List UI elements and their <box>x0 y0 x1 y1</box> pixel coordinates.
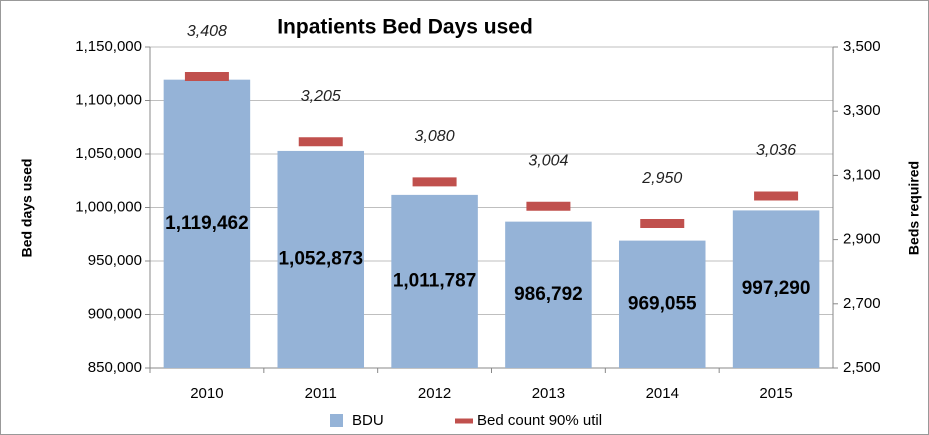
legend-label: BDU <box>352 412 384 429</box>
y-tick-label: 950,000 <box>88 252 142 269</box>
y-tick-label: 1,100,000 <box>75 91 142 108</box>
bar <box>505 221 592 368</box>
x-tick-label: 2015 <box>759 385 792 402</box>
bar-value-label: 1,052,873 <box>278 248 363 269</box>
bar <box>618 240 706 368</box>
x-tick-label: 2012 <box>418 385 451 402</box>
bar-value-label: 997,290 <box>742 278 811 299</box>
bar <box>732 210 820 368</box>
x-tick-label: 2010 <box>190 385 223 402</box>
legend-marker <box>330 414 343 427</box>
y2-tick-label: 3,100 <box>843 166 881 183</box>
marker-value-label: 2,950 <box>641 170 682 187</box>
x-tick-label: 2014 <box>646 385 679 402</box>
x-tick-label: 2013 <box>532 385 565 402</box>
y-tick-label: 900,000 <box>88 305 142 322</box>
y2-tick-label: 3,300 <box>843 102 881 119</box>
y-tick-label: 1,150,000 <box>75 38 142 55</box>
bar <box>163 79 251 368</box>
marker-value-label: 3,080 <box>415 128 455 145</box>
chart-title: Inpatients Bed Days used <box>277 16 533 39</box>
marker-value-label: 3,036 <box>756 142 796 159</box>
bar-value-label: 1,119,462 <box>165 213 248 234</box>
y-tick-label: 850,000 <box>88 359 142 376</box>
y-tick-label: 1,000,000 <box>75 198 142 215</box>
bar <box>277 150 365 368</box>
y-axis-title: Bed days used <box>19 159 35 258</box>
y2-tick-label: 2,700 <box>843 295 881 312</box>
bar-value-label: 969,055 <box>628 293 697 314</box>
bar-value-label: 986,792 <box>514 284 583 305</box>
bar-value-label: 1,011,787 <box>393 270 476 291</box>
y-tick-label: 1,050,000 <box>75 145 142 162</box>
bar <box>391 194 478 368</box>
x-tick-label: 2011 <box>305 385 337 402</box>
marker-value-label: 3,205 <box>301 88 341 105</box>
y2-tick-label: 2,500 <box>843 359 881 376</box>
marker-value-label: 3,004 <box>528 152 568 169</box>
y2-tick-label: 3,500 <box>843 38 881 55</box>
legend-label: Bed count 90% util <box>477 412 602 429</box>
y2-tick-label: 2,900 <box>843 231 881 248</box>
marker-value-label: 3,408 <box>187 23 227 40</box>
y2-axis-title: Beds required <box>906 161 922 255</box>
